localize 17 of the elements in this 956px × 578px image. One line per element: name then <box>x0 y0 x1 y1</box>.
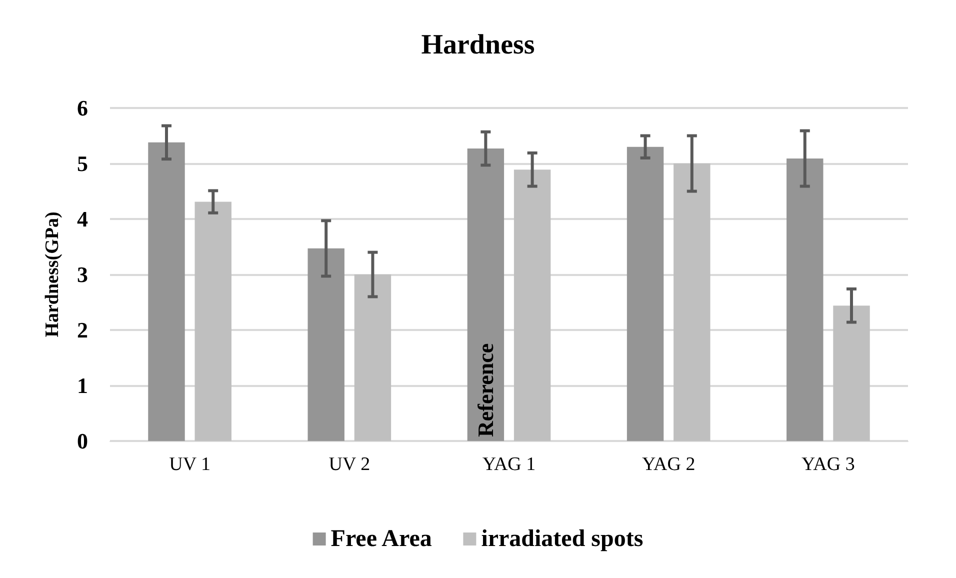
y-tick-label: 6 <box>77 96 88 120</box>
x-tick-label: YAG 2 <box>642 454 696 475</box>
legend-label: Free Area <box>330 526 432 552</box>
annotation: Reference <box>473 343 498 437</box>
y-tick-label: 3 <box>77 262 88 287</box>
x-tick-label: YAG 3 <box>802 454 855 475</box>
y-axis-title: Hardness(GPa) <box>42 212 63 338</box>
y-tick-label: 2 <box>77 318 88 342</box>
y-tick-label: 0 <box>77 428 88 454</box>
chart-title: Hardness <box>421 30 535 60</box>
y-tick-label: 4 <box>77 206 88 232</box>
x-tick-label: UV 1 <box>169 454 210 475</box>
legend-label: irradiated spots <box>481 526 644 552</box>
y-tick-label: 5 <box>77 151 88 176</box>
x-tick-label: YAG 1 <box>482 454 536 475</box>
x-tick-label: UV 2 <box>328 454 370 475</box>
y-tick-label: 1 <box>77 373 88 398</box>
